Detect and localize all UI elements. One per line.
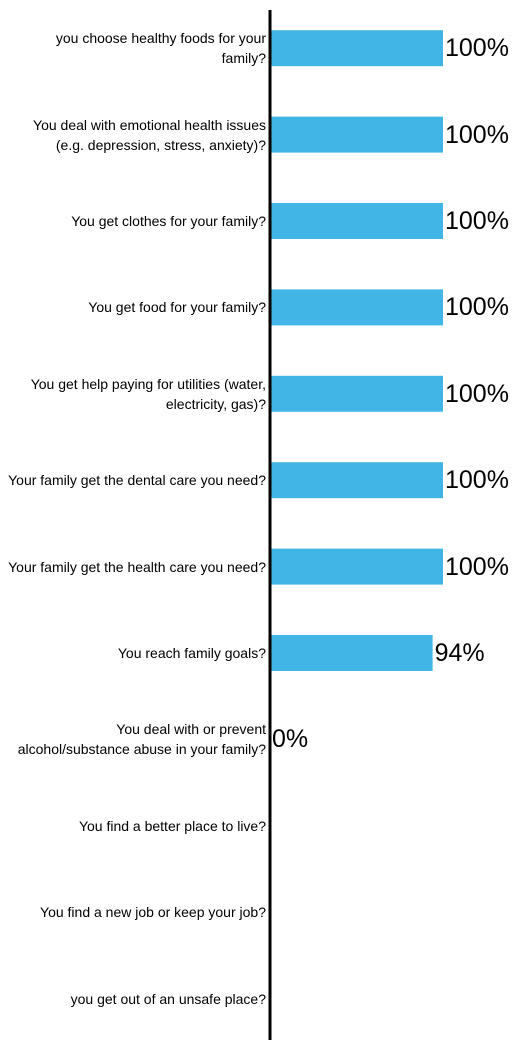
value-label: 94% xyxy=(434,639,485,667)
value-label: 100% xyxy=(445,379,509,408)
bar xyxy=(270,462,443,499)
category-label: You get food for your family? xyxy=(88,299,266,316)
value-label: 100% xyxy=(445,466,509,495)
category-label: You deal with or prevent alcohol/substan… xyxy=(17,721,266,758)
category-label: You deal with emotional health issues (e… xyxy=(33,116,266,153)
value-label: 0% xyxy=(272,725,309,754)
value-label: 100% xyxy=(445,120,509,149)
category-label: Your family get the dental care you need… xyxy=(8,472,266,489)
value-label: 100% xyxy=(445,34,509,63)
value-label: 100% xyxy=(445,552,509,581)
bar xyxy=(270,635,433,671)
category-label: Your family get the health care you need… xyxy=(8,558,266,575)
category-label: You reach family goals? xyxy=(117,644,266,661)
bar xyxy=(270,30,443,67)
value-label: 100% xyxy=(445,207,509,235)
value-label: 100% xyxy=(445,293,509,322)
category-label: you choose healthy foods for your family… xyxy=(55,30,266,67)
category-label: You get help paying for utilities (water… xyxy=(30,375,266,412)
category-label: You find a new job or keep your job? xyxy=(40,904,266,921)
category-label: you get out of an unsafe place? xyxy=(70,990,266,1007)
category-label: You get clothes for your family? xyxy=(71,212,266,229)
bar xyxy=(270,116,443,153)
bar xyxy=(270,203,443,239)
bar xyxy=(270,289,443,326)
bar xyxy=(270,548,443,585)
category-label: You find a better place to live? xyxy=(78,817,266,834)
bar xyxy=(270,375,443,412)
